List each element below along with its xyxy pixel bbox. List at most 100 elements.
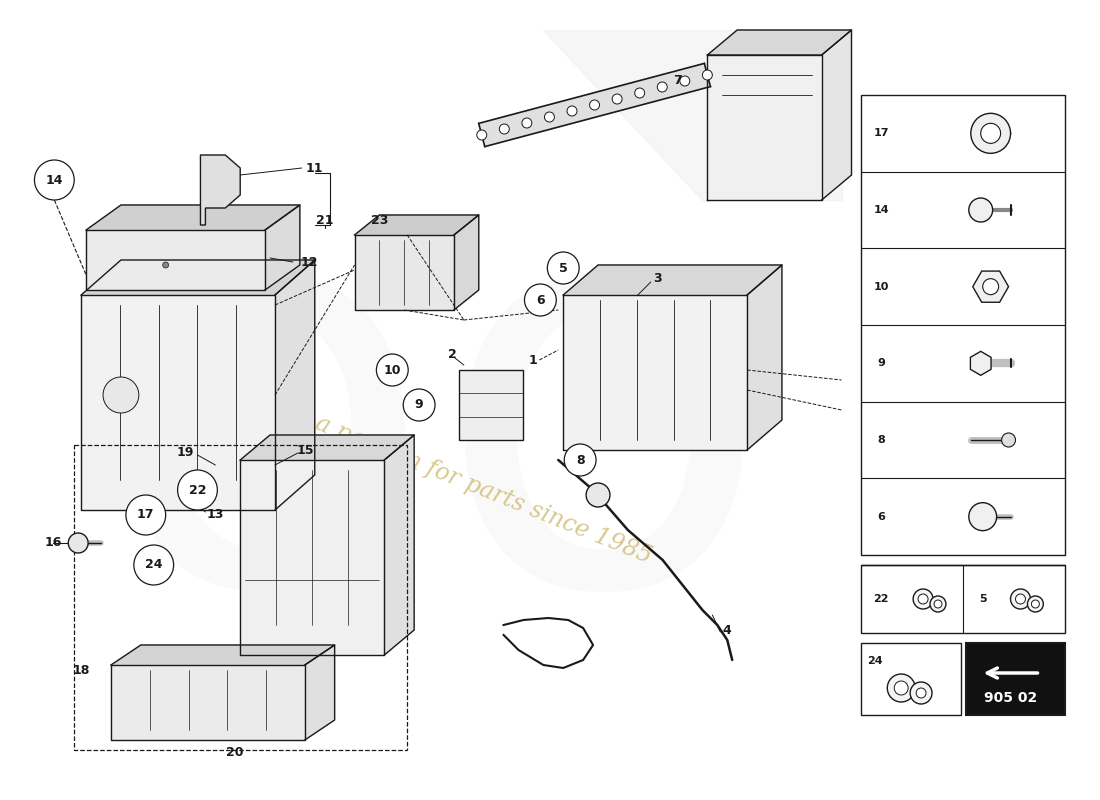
Bar (74, 445, 407, 750)
Circle shape (590, 100, 600, 110)
Circle shape (134, 545, 174, 585)
Bar (966, 643, 1065, 715)
Circle shape (971, 114, 1011, 154)
Text: 8: 8 (878, 435, 886, 445)
Circle shape (910, 682, 932, 704)
Circle shape (1015, 594, 1025, 604)
Text: 3: 3 (653, 271, 662, 285)
Polygon shape (240, 460, 384, 655)
Polygon shape (81, 260, 315, 295)
Polygon shape (275, 260, 315, 510)
Circle shape (376, 354, 408, 386)
Circle shape (404, 389, 434, 421)
Text: 7: 7 (673, 74, 682, 86)
Text: 6: 6 (878, 512, 886, 522)
Text: 21: 21 (316, 214, 333, 226)
Text: 17: 17 (138, 509, 154, 522)
Circle shape (476, 130, 486, 140)
Circle shape (68, 533, 88, 553)
Circle shape (888, 674, 915, 702)
Circle shape (703, 70, 713, 80)
Bar (861, 643, 960, 715)
Circle shape (1002, 433, 1015, 447)
Polygon shape (707, 55, 822, 200)
Polygon shape (81, 295, 275, 510)
Polygon shape (305, 645, 334, 740)
Polygon shape (384, 435, 415, 655)
Text: 5: 5 (979, 594, 987, 604)
Text: 4: 4 (723, 623, 732, 637)
Circle shape (916, 688, 926, 698)
Polygon shape (86, 205, 300, 230)
Circle shape (934, 600, 942, 608)
Circle shape (982, 278, 999, 294)
Text: 13: 13 (207, 509, 224, 522)
Text: 905 02: 905 02 (983, 691, 1037, 705)
Circle shape (981, 123, 1001, 143)
Circle shape (635, 88, 645, 98)
Circle shape (163, 262, 168, 268)
Text: 1: 1 (528, 354, 537, 366)
Text: 9: 9 (415, 398, 424, 411)
Text: 23: 23 (371, 214, 388, 226)
Polygon shape (563, 265, 782, 295)
Text: 22: 22 (873, 594, 889, 604)
Text: 19: 19 (177, 446, 195, 458)
Polygon shape (354, 235, 454, 310)
Circle shape (613, 94, 623, 104)
Polygon shape (972, 271, 1009, 302)
Text: 22: 22 (189, 483, 206, 497)
Polygon shape (111, 645, 334, 665)
Text: 14: 14 (873, 205, 889, 215)
Text: 16: 16 (45, 537, 62, 550)
Text: 2: 2 (448, 349, 456, 362)
Circle shape (930, 596, 946, 612)
Polygon shape (354, 215, 478, 235)
Text: 17: 17 (873, 128, 889, 138)
Bar (861, 565, 1065, 633)
Circle shape (658, 82, 668, 92)
Circle shape (918, 594, 928, 604)
Text: 10: 10 (873, 282, 889, 292)
Text: 6: 6 (536, 294, 544, 306)
Text: oo: oo (95, 161, 774, 699)
Text: 18: 18 (73, 663, 90, 677)
Polygon shape (563, 295, 747, 450)
Text: 8: 8 (575, 454, 584, 466)
Circle shape (548, 252, 580, 284)
Bar (861, 95, 1065, 555)
Circle shape (913, 589, 933, 609)
Text: 24: 24 (145, 558, 163, 571)
Text: 5: 5 (559, 262, 568, 274)
Polygon shape (747, 265, 782, 450)
Circle shape (1011, 589, 1031, 609)
Text: 9: 9 (878, 358, 886, 368)
Circle shape (521, 118, 531, 128)
Circle shape (177, 470, 218, 510)
Circle shape (969, 502, 997, 530)
Circle shape (1027, 596, 1043, 612)
Polygon shape (822, 30, 851, 200)
Text: 11: 11 (306, 162, 323, 174)
Text: a passion for parts since 1985: a passion for parts since 1985 (312, 412, 656, 568)
Text: 20: 20 (227, 746, 244, 759)
Circle shape (680, 76, 690, 86)
Text: 10: 10 (384, 363, 402, 377)
Circle shape (34, 160, 74, 200)
Circle shape (103, 377, 139, 413)
Circle shape (525, 284, 557, 316)
Text: 14: 14 (45, 174, 63, 186)
Polygon shape (478, 63, 711, 146)
Polygon shape (111, 665, 305, 740)
Polygon shape (240, 435, 415, 460)
Text: 24: 24 (868, 656, 883, 666)
Text: 15: 15 (296, 443, 314, 457)
Polygon shape (86, 230, 265, 290)
Circle shape (969, 198, 992, 222)
Polygon shape (543, 30, 842, 200)
Polygon shape (454, 215, 478, 310)
Polygon shape (200, 155, 240, 225)
Circle shape (894, 681, 909, 695)
Circle shape (564, 444, 596, 476)
Bar (459, 370, 524, 440)
